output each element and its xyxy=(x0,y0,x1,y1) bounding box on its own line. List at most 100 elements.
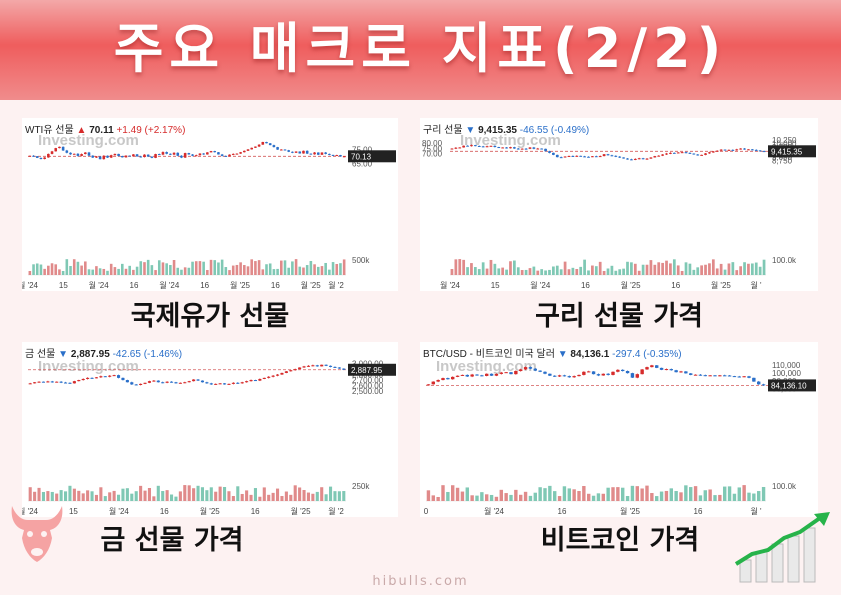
volume-bar xyxy=(135,266,139,275)
volume-bar xyxy=(630,485,635,501)
volume-bar xyxy=(258,496,262,501)
volume-bar xyxy=(77,490,81,501)
volume-bar xyxy=(202,261,205,275)
candle-body xyxy=(324,152,327,154)
candle-body xyxy=(621,369,625,372)
candle-body xyxy=(125,380,129,383)
volume-bar xyxy=(567,488,571,501)
volume-bar xyxy=(674,491,678,501)
candle-body xyxy=(743,148,746,150)
candle-body xyxy=(653,156,657,158)
candle-body xyxy=(555,154,559,158)
candle-body xyxy=(762,151,766,153)
candle-body xyxy=(655,365,659,368)
volume-bar xyxy=(715,268,719,275)
candle-body xyxy=(524,148,528,150)
candle-body xyxy=(224,155,228,157)
volume-bar xyxy=(601,493,605,501)
volume-bar xyxy=(501,267,505,275)
candle-body xyxy=(139,156,143,158)
volume-bar xyxy=(504,493,508,501)
candle-body xyxy=(161,152,165,155)
left-tick-label: 80.00 xyxy=(422,139,443,148)
volume-bar xyxy=(293,485,297,501)
volume-bar xyxy=(762,259,766,275)
volume-bar xyxy=(532,266,536,275)
volume-bar xyxy=(723,486,727,501)
volume-bar xyxy=(95,266,98,275)
instrument-name: 구리 선물 xyxy=(423,125,463,136)
candle-body xyxy=(130,382,134,385)
candle-body xyxy=(475,374,479,376)
volume-bar xyxy=(46,491,50,501)
candle-body xyxy=(509,372,513,375)
volume-bar xyxy=(102,268,106,275)
candle-body xyxy=(679,371,683,373)
candle-body xyxy=(33,382,37,384)
candle-body xyxy=(739,148,743,150)
candle-body xyxy=(462,145,466,148)
volume-bar xyxy=(540,269,544,275)
x-tick-label: 월 ' xyxy=(750,280,762,290)
candle-body xyxy=(533,368,537,371)
volume-bar xyxy=(187,267,191,275)
volume-bar xyxy=(713,495,717,501)
candle-body xyxy=(587,156,590,158)
volume-bar xyxy=(485,268,489,275)
candle-body xyxy=(246,149,250,151)
volume-bar xyxy=(306,492,311,501)
volume-bar xyxy=(514,489,518,501)
candle-body xyxy=(68,382,72,384)
volume-bar xyxy=(174,496,178,501)
candle-body xyxy=(227,383,231,385)
candle-body xyxy=(169,381,174,383)
candle-body xyxy=(499,372,503,374)
chart-header: BTC/USD - 비트코인 미국 달러 ▼ 84,136.1 -297.4 (… xyxy=(423,345,682,360)
volume-bar xyxy=(139,485,143,501)
volume-bar xyxy=(187,485,191,501)
candle-body xyxy=(761,384,766,386)
candle-body xyxy=(669,152,672,154)
volume-bar xyxy=(567,269,571,275)
volume-bar xyxy=(125,488,129,501)
candle-body xyxy=(501,147,505,149)
candle-body xyxy=(265,141,268,144)
volume-bar xyxy=(704,264,707,275)
rising-bar-graph-icon xyxy=(734,512,830,583)
volume-bar xyxy=(587,493,591,501)
volume-bar xyxy=(481,262,485,275)
volume-bar xyxy=(194,261,198,275)
y-tick-label: 8,750 xyxy=(772,156,793,165)
volume-bar xyxy=(250,259,254,275)
x-tick-label: 월 '24 xyxy=(484,506,505,516)
volume-bar xyxy=(606,268,610,275)
candle-body xyxy=(298,151,302,154)
candle-body xyxy=(708,152,711,154)
candle-body xyxy=(178,382,182,384)
volume-bar xyxy=(302,267,305,275)
candle-body xyxy=(176,152,180,156)
volume-bar xyxy=(485,494,489,501)
volume-bar xyxy=(43,268,46,275)
candle-body xyxy=(72,381,76,384)
volume-bar xyxy=(458,259,462,275)
volume-bar xyxy=(653,264,657,275)
volume-bar xyxy=(703,490,707,501)
volume-bar xyxy=(236,486,240,501)
y-tick-label: 65.00 xyxy=(352,160,373,169)
volume-bar xyxy=(63,491,68,501)
volume-bar xyxy=(287,267,290,275)
volume-bar xyxy=(265,264,268,275)
candle-body xyxy=(553,375,557,377)
candle-body xyxy=(548,151,551,153)
candle-body xyxy=(302,150,305,154)
candle-body xyxy=(254,146,257,148)
candle-body xyxy=(76,153,80,156)
volume-bar xyxy=(134,491,138,501)
candle-body xyxy=(669,369,673,371)
volume-bar xyxy=(688,263,692,275)
candle-body xyxy=(253,380,258,382)
candle-body xyxy=(630,373,635,378)
volume-scale-label: 100.0k xyxy=(772,256,797,265)
price-change: -46.55 xyxy=(519,125,549,136)
